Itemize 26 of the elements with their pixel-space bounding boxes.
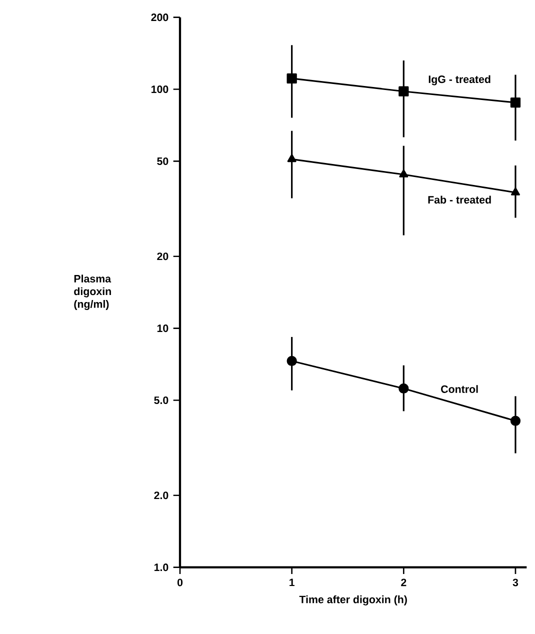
series-label: Control — [441, 385, 478, 393]
series-label: IgG - treated — [428, 75, 490, 86]
y-tick-label: 2.0 — [154, 492, 168, 500]
x-axis-title: Time after digoxin (h) — [299, 595, 407, 606]
point — [398, 86, 409, 96]
point — [510, 187, 520, 196]
point — [286, 356, 297, 366]
y-tick-label: 20 — [157, 252, 168, 260]
series-label: Fab - treated — [428, 196, 491, 204]
point — [510, 416, 521, 426]
y-tick-label: 200 — [151, 14, 168, 22]
point — [286, 73, 297, 84]
y-axis-title: Plasma digoxin (ng/ml) — [74, 274, 112, 310]
y-tick-label: 100 — [151, 85, 168, 94]
point — [510, 97, 521, 108]
y-tick-label: 50 — [157, 157, 168, 166]
x-tick-label: 1 — [290, 578, 294, 586]
point — [287, 154, 296, 162]
y-tick-label: 5.0 — [154, 396, 168, 404]
x-tick-label: 2 — [401, 578, 406, 586]
point — [399, 169, 408, 178]
x-tick-label: 3 — [512, 578, 518, 586]
x-tick-label: 0 — [177, 578, 183, 586]
point — [398, 383, 409, 394]
y-tick-label: 10 — [157, 324, 168, 332]
y-tick-label: 1.0 — [154, 564, 168, 572]
